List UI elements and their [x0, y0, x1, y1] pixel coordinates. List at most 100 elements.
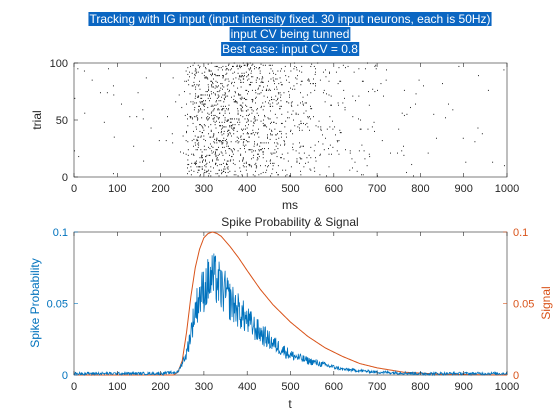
- raster-spike: [258, 153, 259, 155]
- raster-spike: [271, 173, 273, 175]
- raster-spike: [276, 171, 278, 174]
- raster-spike: [410, 106, 411, 109]
- raster-spike: [286, 79, 287, 81]
- raster-spike: [279, 92, 281, 94]
- raster-spike: [196, 114, 198, 117]
- raster-spike: [242, 157, 244, 159]
- raster-spike: [193, 162, 195, 164]
- raster-spike: [210, 166, 212, 168]
- raster-spike: [254, 65, 255, 68]
- raster-spike: [247, 63, 249, 65]
- raster-spike: [248, 84, 250, 86]
- raster-spike: [183, 152, 184, 154]
- raster-spike: [353, 71, 355, 73]
- raster-spike: [121, 103, 122, 105]
- raster-spike: [300, 122, 302, 125]
- x-tick-label: 1000: [495, 183, 519, 195]
- raster-spike: [221, 130, 223, 132]
- raster-spike: [215, 173, 217, 175]
- raster-spike: [142, 109, 144, 111]
- raster-spike: [287, 152, 289, 154]
- raster-spike: [238, 137, 239, 139]
- raster-spike: [220, 83, 222, 85]
- raster-spike: [265, 142, 267, 144]
- raster-spike: [244, 118, 246, 120]
- raster-spike: [205, 155, 206, 158]
- raster-spike: [112, 173, 114, 175]
- raster-spike: [217, 108, 219, 110]
- raster-spike: [238, 78, 240, 80]
- raster-spike: [212, 105, 214, 107]
- raster-spike: [270, 159, 271, 161]
- raster-spike: [187, 159, 189, 161]
- raster-spike: [137, 92, 139, 94]
- raster-spike: [197, 136, 199, 138]
- raster-spike: [222, 108, 223, 110]
- raster-spike: [276, 142, 278, 144]
- raster-spike: [228, 145, 229, 147]
- raster-spike: [342, 64, 344, 66]
- raster-spike: [215, 152, 216, 154]
- raster-spike: [264, 125, 266, 127]
- raster-spike: [224, 168, 226, 170]
- raster-spike: [260, 81, 262, 83]
- raster-spike: [261, 149, 262, 151]
- raster-spike: [263, 151, 265, 153]
- raster-spike: [239, 148, 241, 150]
- raster-spike: [324, 101, 326, 103]
- raster-spike: [223, 108, 225, 110]
- raster-spike: [271, 98, 272, 101]
- raster-x-ticks: 0 100 200 300 400 500 600 700 800 900 1000: [71, 63, 519, 195]
- raster-spike: [205, 160, 206, 162]
- raster-spike: [236, 118, 238, 120]
- raster-spike: [290, 70, 292, 72]
- raster-spike: [257, 158, 259, 160]
- x-tick-label: 200: [151, 183, 169, 195]
- raster-spike: [301, 158, 303, 160]
- raster-spike: [221, 142, 223, 144]
- raster-spike: [275, 95, 277, 97]
- raster-spike: [315, 160, 317, 162]
- raster-spike: [301, 80, 303, 82]
- line-chart-title: Spike Probability & Signal: [221, 215, 358, 229]
- raster-spike: [251, 81, 253, 83]
- raster-spike: [260, 120, 262, 122]
- raster-spike: [288, 102, 290, 104]
- raster-spike: [433, 113, 435, 115]
- raster-spike: [190, 169, 192, 171]
- raster-spike: [230, 118, 232, 120]
- raster-spike: [255, 165, 257, 167]
- raster-spike: [368, 153, 370, 155]
- raster-spike: [295, 150, 297, 152]
- raster-spike: [242, 102, 244, 104]
- raster-spike: [190, 101, 192, 103]
- raster-spike: [246, 89, 248, 91]
- raster-spike: [237, 121, 239, 123]
- raster-spike: [229, 69, 231, 71]
- raster-spike: [293, 62, 295, 64]
- line-x-label: t: [288, 397, 292, 411]
- raster-spike: [243, 97, 245, 99]
- raster-spike: [212, 159, 213, 161]
- raster-spike: [374, 65, 376, 68]
- raster-spike: [338, 67, 340, 69]
- raster-spike: [270, 162, 271, 164]
- raster-spike: [315, 157, 316, 159]
- raster-spike: [222, 105, 224, 107]
- raster-spike: [203, 159, 204, 161]
- raster-spike: [222, 170, 224, 172]
- raster-spike: [375, 68, 377, 70]
- raster-spike: [328, 153, 330, 155]
- raster-spike: [325, 76, 327, 78]
- raster-spike: [219, 153, 220, 155]
- raster-spike: [223, 126, 225, 128]
- raster-spike: [215, 149, 217, 151]
- line-left-y-ticks: 0 0.05 0.1: [47, 227, 78, 382]
- raster-spike: [205, 155, 207, 158]
- raster-spike: [209, 154, 211, 156]
- raster-spike: [237, 150, 239, 152]
- raster-spike: [231, 96, 232, 98]
- raster-spike: [199, 105, 200, 107]
- raster-spike: [207, 63, 209, 65]
- raster-spike: [196, 140, 198, 142]
